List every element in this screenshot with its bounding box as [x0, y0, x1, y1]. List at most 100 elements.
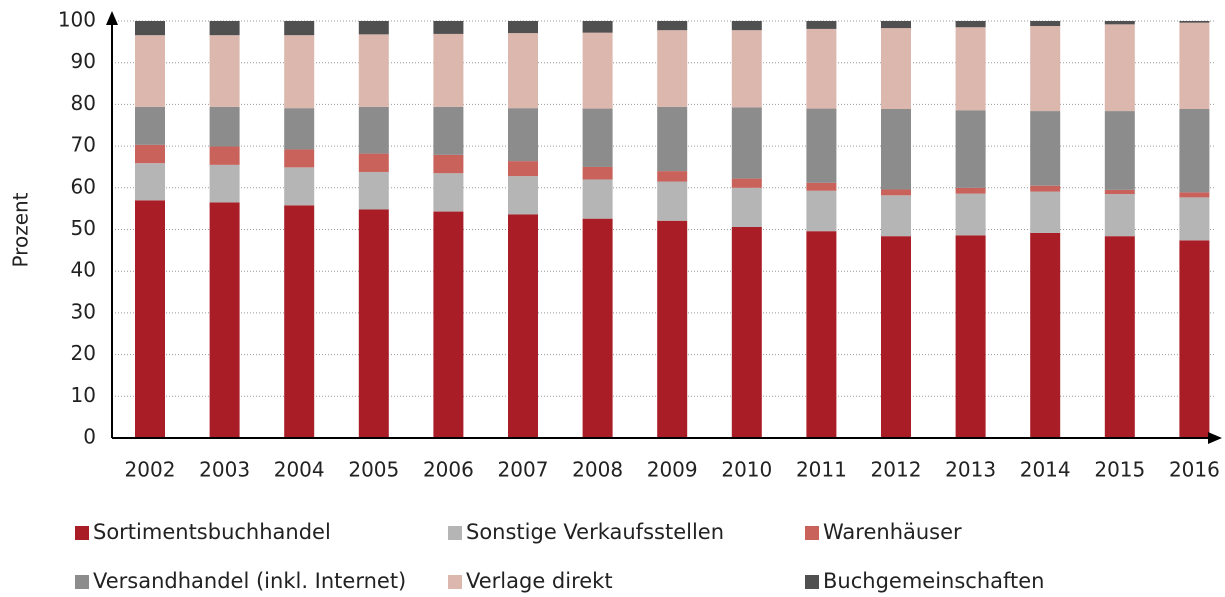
bar-segment: [1179, 197, 1210, 241]
legend-label: Sortimentsbuchhandel: [93, 520, 331, 544]
legend-label: Verlage direkt: [466, 569, 613, 593]
legend-label: Sonstige Verkaufsstellen: [466, 520, 724, 544]
bar-segment: [731, 21, 762, 31]
bar-segment: [135, 144, 165, 164]
bar-segment: [806, 182, 837, 191]
bar-segment: [657, 30, 688, 107]
x-tick-label: 2003: [199, 458, 250, 482]
y-tick-label: 70: [71, 133, 96, 157]
x-tick-label: 2013: [945, 458, 996, 482]
bar-segment: [433, 33, 464, 107]
bar-segment: [433, 21, 464, 34]
legend-swatch: [75, 526, 89, 540]
y-tick-label: 30: [71, 299, 96, 323]
bar-segment: [209, 21, 240, 36]
bar-segment: [1104, 189, 1135, 195]
bar-segment: [1179, 21, 1210, 23]
bar-segment: [284, 205, 315, 438]
y-tick-label: 50: [71, 216, 96, 240]
x-axis-arrow: [1208, 432, 1222, 444]
bar-segment: [806, 28, 837, 109]
x-tick-label: 2012: [871, 458, 922, 482]
bar-segment: [582, 21, 613, 33]
bar-segment: [806, 231, 837, 438]
bar-segment: [582, 108, 613, 167]
x-tick-label: 2014: [1020, 458, 1071, 482]
x-tick-label: 2015: [1094, 458, 1145, 482]
bar-segment: [209, 202, 240, 438]
bar-segment: [508, 21, 538, 34]
bar-segment: [1179, 240, 1210, 438]
bar-segment: [358, 106, 389, 154]
y-axis-label: Prozent: [9, 192, 33, 267]
bar-segment: [657, 21, 688, 31]
bar-segment: [135, 35, 165, 107]
legend-swatch: [448, 575, 462, 589]
bar-segment: [881, 195, 911, 237]
bar-segment: [1030, 232, 1061, 438]
bar-segment: [657, 106, 688, 172]
bar-segment: [358, 171, 389, 210]
y-tick-label: 80: [71, 91, 96, 115]
bar-segment: [806, 21, 837, 29]
bar-segment: [881, 108, 911, 190]
bar-segment: [955, 27, 986, 111]
bar-segment: [1179, 22, 1210, 109]
bar-segment: [508, 214, 538, 438]
legend-label: Buchgemeinschaften: [823, 569, 1045, 593]
bar-segment: [731, 107, 762, 179]
bar-segment: [1179, 108, 1210, 193]
y-tick-label: 20: [71, 341, 96, 365]
bar-segment: [1030, 21, 1061, 27]
bar-segment: [881, 236, 911, 438]
bar-segment: [731, 226, 762, 438]
bar-segment: [433, 106, 464, 155]
bar-segment: [806, 190, 837, 232]
bar-segment: [582, 218, 613, 438]
bar-segment: [508, 161, 538, 177]
legend-label: Warenhäuser: [823, 520, 962, 544]
bar-segment: [1030, 26, 1061, 112]
bar-segment: [955, 21, 986, 28]
bar-segment: [1030, 191, 1061, 233]
bar-segment: [433, 154, 464, 174]
bar-segment: [1030, 111, 1061, 186]
bar-segment: [955, 193, 986, 236]
bar-segment: [209, 146, 240, 165]
bar-segment: [135, 106, 165, 145]
bar-segment: [881, 28, 911, 109]
x-tick-label: 2011: [796, 458, 847, 482]
bar-segment: [731, 30, 762, 108]
bar-segment: [358, 153, 389, 172]
bar-segment: [358, 34, 389, 107]
bar-segment: [135, 200, 165, 438]
x-tick-label: 2009: [647, 458, 698, 482]
bar-segment: [284, 35, 315, 109]
bar-segment: [209, 164, 240, 203]
bar-segment: [508, 176, 538, 215]
y-tick-label: 0: [83, 425, 96, 449]
bar-segment: [1104, 236, 1135, 438]
bar-segment: [1104, 194, 1135, 237]
legend-swatch: [448, 526, 462, 540]
bar-segment: [135, 163, 165, 201]
bar-segment: [731, 187, 762, 227]
bar-segment: [284, 21, 315, 36]
bar-segment: [284, 149, 315, 168]
x-tick-label: 2005: [348, 458, 399, 482]
x-tick-label: 2010: [721, 458, 772, 482]
x-tick-label: 2016: [1169, 458, 1220, 482]
bar-segment: [731, 178, 762, 188]
y-tick-label: 10: [71, 383, 96, 407]
bar-segment: [881, 21, 911, 29]
bar-segment: [209, 106, 240, 147]
bar-segment: [1104, 111, 1135, 190]
legend-swatch: [805, 575, 819, 589]
bar-segment: [508, 33, 538, 109]
legend-label: Versandhandel (inkl. Internet): [93, 569, 406, 593]
bar-segment: [284, 108, 315, 150]
bar-segment: [358, 21, 389, 35]
bar-segment: [806, 108, 837, 183]
bar-segment: [955, 235, 986, 438]
